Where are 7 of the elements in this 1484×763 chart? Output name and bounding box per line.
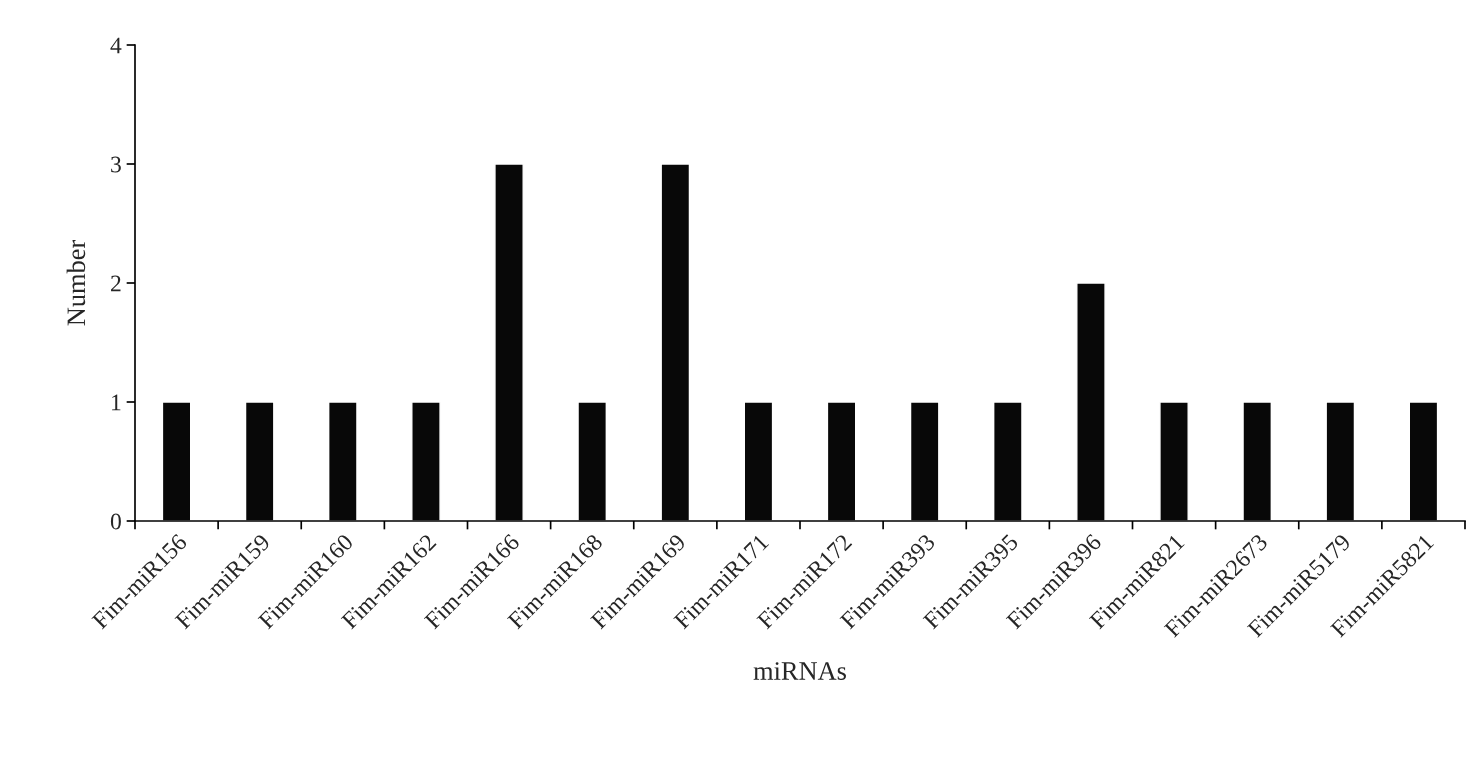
x-axis-title: miRNAs <box>753 662 846 680</box>
y-tick-label: 4 <box>110 37 122 54</box>
y-tick-label: 1 <box>112 394 121 411</box>
y-tick-label: 3 <box>111 156 121 173</box>
y-tick-label: 2 <box>111 275 121 292</box>
y-tick-label: 0 <box>110 513 121 530</box>
y-axis-title: Number <box>66 240 86 326</box>
